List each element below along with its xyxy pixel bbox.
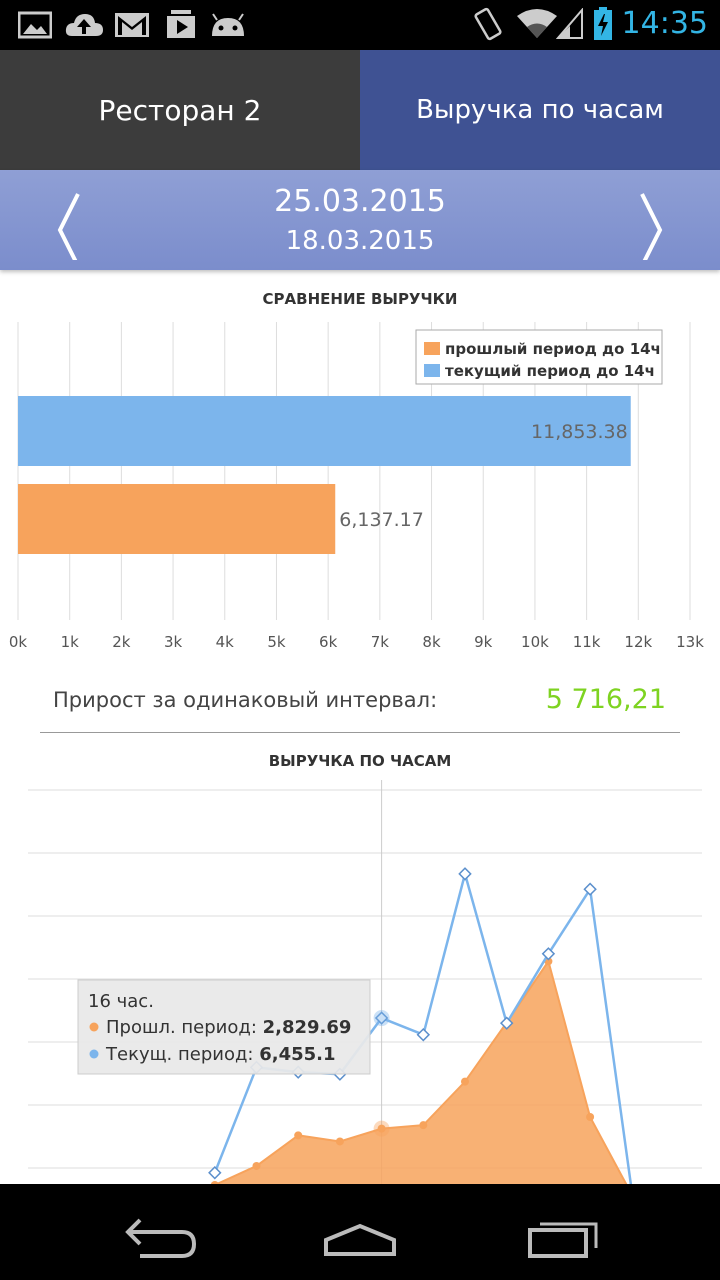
home-button[interactable] — [310, 1204, 410, 1264]
hover-marker-current — [373, 1010, 390, 1027]
current-period-point — [583, 882, 597, 896]
legend-box — [415, 329, 663, 385]
past-period-point — [461, 1077, 469, 1086]
x-tick-label: 2k — [112, 633, 131, 651]
tooltip-row-label: Текущ. период: — [105, 1044, 259, 1065]
x-tick-label: 0k — [9, 633, 28, 651]
comparison-chart-title: СРАВНЕНИЕ ВЫРУЧКИ — [262, 290, 458, 308]
bar — [18, 484, 336, 554]
x-tick-label: 5k — [267, 633, 286, 651]
x-tick-label: 6k — [319, 633, 338, 651]
date-navigation-bar: 25.03.2015 18.03.2015 — [0, 170, 720, 270]
current-period-point — [208, 1166, 222, 1180]
chevron-left-icon — [57, 193, 80, 267]
x-tick-label: 11k — [573, 633, 601, 651]
rotate-icon — [474, 7, 502, 41]
navigation-bar — [0, 1184, 720, 1280]
tab-restaurant-label: Ресторан 2 — [98, 93, 262, 127]
past-period-point — [586, 1113, 595, 1121]
bar-data-label: 6,137.17 — [339, 509, 424, 531]
gmail-icon — [115, 13, 149, 37]
current-period-point — [499, 1016, 514, 1030]
growth-value: 5 716,21 — [545, 684, 666, 715]
back-button[interactable] — [110, 1204, 210, 1264]
compare-date: 18.03.2015 — [285, 226, 435, 256]
past-period-point — [294, 1131, 303, 1140]
home-icon — [324, 1223, 396, 1256]
x-tick-label: 13k — [676, 633, 704, 651]
signal-icon — [556, 8, 583, 39]
image-icon — [18, 11, 52, 39]
legend-swatch — [424, 364, 440, 377]
x-tick-label: 9k — [474, 633, 493, 651]
x-tick-label: 8k — [422, 633, 441, 651]
tab-hourly-revenue-label: Выручка по часам — [416, 95, 664, 125]
bar-data-label: 11,853.38 — [531, 421, 628, 443]
tooltip-header: 16 час. — [88, 991, 154, 1012]
growth-row: Прирост за одинаковый интервал: 5 716,21 — [40, 680, 680, 733]
current-period-point — [374, 1011, 389, 1025]
tooltip-bullet — [89, 1049, 99, 1059]
x-tick-label: 3k — [164, 633, 183, 651]
x-tick-label: 4k — [216, 633, 235, 651]
x-tick-label: 7k — [371, 633, 390, 651]
tooltip-row: Текущ. период: 6,455.1 — [105, 1044, 336, 1065]
tab-hourly-revenue[interactable]: Выручка по часам — [360, 50, 720, 170]
android-icon — [212, 13, 244, 36]
status-bar: 14:35 — [0, 0, 720, 50]
growth-label: Прирост за одинаковый интервал: — [53, 688, 438, 712]
tooltip-row-value: 6,455.1 — [259, 1044, 335, 1065]
bar — [18, 396, 631, 466]
tab-restaurant[interactable]: Ресторан 2 — [0, 50, 360, 170]
battery-icon — [594, 7, 612, 40]
tooltip-box — [77, 979, 371, 1075]
x-tick-label: 12k — [624, 633, 652, 651]
wifi-icon — [517, 9, 557, 38]
recent-apps-icon — [528, 1222, 598, 1258]
current-period-point — [416, 1028, 431, 1042]
past-period-point — [335, 1137, 344, 1146]
chart-legend: прошлый период до 14ч текущий период до 1… — [415, 329, 663, 385]
hover-marker-past — [373, 1120, 390, 1137]
tooltip-row-label: Прошл. период: — [106, 1017, 263, 1038]
past-period-point — [377, 1124, 386, 1133]
previous-date-button[interactable] — [40, 180, 100, 267]
current-period-point — [458, 867, 472, 881]
current-date: 25.03.2015 — [274, 184, 446, 219]
clock: 14:35 — [621, 6, 708, 41]
legend-label: прошлый период до 14ч — [445, 340, 661, 358]
tooltip-row: Прошл. период: 2,829.69 — [106, 1017, 351, 1038]
current-period-point — [541, 947, 556, 961]
comparison-bar-chart: 0k 1k 2k 3k 4k 5k 6k 7k 8k 9k 10k 11k 12k 13k 11,853.3… — [9, 322, 704, 651]
media-icon — [167, 10, 195, 38]
back-icon — [125, 1218, 197, 1258]
past-period-area — [216, 961, 627, 1184]
chevron-right-icon — [640, 193, 663, 267]
past-period-point — [210, 1181, 219, 1184]
cloud-upload-icon — [65, 14, 103, 36]
x-tick-label: 1k — [61, 633, 80, 651]
recent-apps-button[interactable] — [516, 1204, 616, 1264]
hourly-chart-title: ВЫРУЧКА ПО ЧАСАМ — [268, 752, 452, 770]
tooltip-row-value: 2,829.69 — [263, 1017, 352, 1038]
tooltip-bullet — [89, 1022, 99, 1032]
x-tick-label: 10k — [521, 633, 549, 651]
past-period-point — [419, 1121, 428, 1130]
legend-label: текущий период до 14ч — [445, 362, 655, 380]
next-date-button[interactable] — [620, 180, 680, 267]
past-period-point — [252, 1161, 261, 1170]
legend-swatch — [424, 342, 440, 355]
